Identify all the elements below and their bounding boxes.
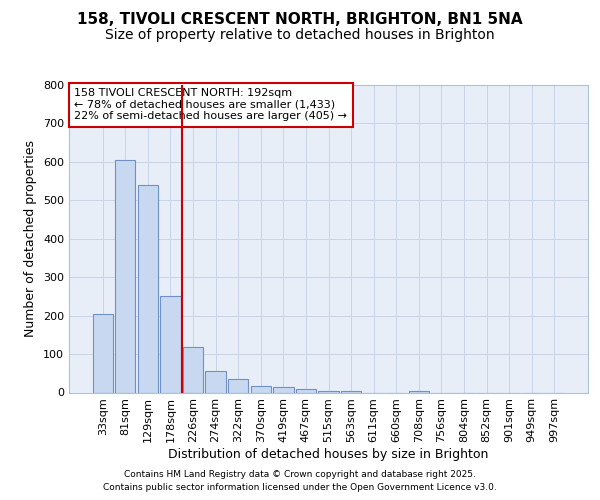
Bar	[160, 296, 181, 392]
Bar	[228, 379, 248, 392]
Bar	[205, 372, 226, 392]
Bar	[319, 390, 338, 392]
Text: 158 TIVOLI CRESCENT NORTH: 192sqm
← 78% of detached houses are smaller (1,433)
2: 158 TIVOLI CRESCENT NORTH: 192sqm ← 78% …	[74, 88, 347, 122]
Bar	[138, 184, 158, 392]
Bar	[341, 390, 361, 392]
Bar	[183, 347, 203, 393]
Bar	[92, 314, 113, 392]
Y-axis label: Number of detached properties: Number of detached properties	[25, 140, 37, 337]
Text: Contains public sector information licensed under the Open Government Licence v3: Contains public sector information licen…	[103, 483, 497, 492]
Text: Size of property relative to detached houses in Brighton: Size of property relative to detached ho…	[105, 28, 495, 42]
Bar	[251, 386, 271, 392]
Bar	[273, 386, 293, 392]
Text: Contains HM Land Registry data © Crown copyright and database right 2025.: Contains HM Land Registry data © Crown c…	[124, 470, 476, 479]
Text: 158, TIVOLI CRESCENT NORTH, BRIGHTON, BN1 5NA: 158, TIVOLI CRESCENT NORTH, BRIGHTON, BN…	[77, 12, 523, 28]
Bar	[296, 388, 316, 392]
X-axis label: Distribution of detached houses by size in Brighton: Distribution of detached houses by size …	[169, 448, 488, 461]
Bar	[115, 160, 136, 392]
